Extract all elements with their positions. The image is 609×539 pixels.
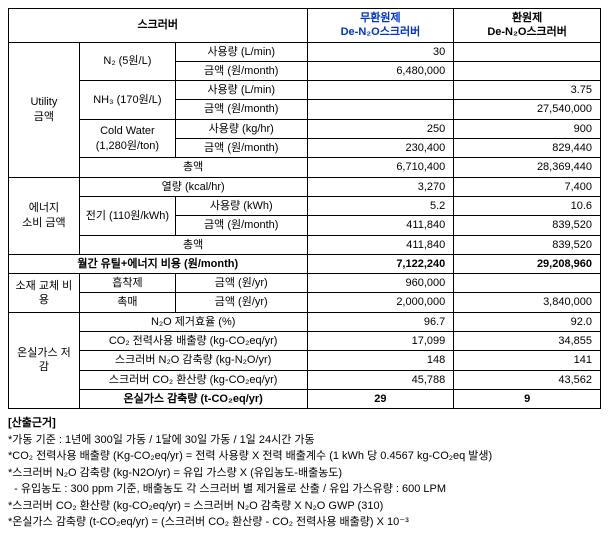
n2-cost-v2 xyxy=(454,61,601,80)
note-line-2: *CO₂ 전력사용 배출량 (Kg-CO₂eq/yr) = 전력 사용량 X 전… xyxy=(8,448,601,465)
ghg-row3-v2: 141 xyxy=(454,351,601,370)
ghg-row1-v2: 92.0 xyxy=(454,312,601,331)
ghg-section-label: 온실가스 저감 xyxy=(9,312,80,408)
nh3-usage-v2: 3.75 xyxy=(454,81,601,100)
elec-cost-v1: 411,840 xyxy=(307,216,454,235)
ghg-row5-v1: 29 xyxy=(307,389,454,408)
note-line-5: *스크러버 CO₂ 환산량 (kg-CO₂eq/yr) = 스크러버 N₂O 감… xyxy=(8,498,601,515)
ghg-row1-metric: N₂O 제거효율 (%) xyxy=(79,312,307,331)
utility-total-label: 총액 xyxy=(79,158,307,177)
heat-metric: 열량 (kcal/hr) xyxy=(79,177,307,196)
nh3-usage-v1 xyxy=(307,81,454,100)
ghg-row4-v1: 45,788 xyxy=(307,370,454,389)
elec-cost-v2: 839,520 xyxy=(454,216,601,235)
n2-usage-v1: 30 xyxy=(307,42,454,61)
ghg-row3-v1: 148 xyxy=(307,351,454,370)
heat-v1: 3,270 xyxy=(307,177,454,196)
nh3-usage-metric: 사용량 (L/min) xyxy=(175,81,307,100)
material-adsorbent-v1: 960,000 xyxy=(307,274,454,293)
heat-v2: 7,400 xyxy=(454,177,601,196)
ghg-row2-metric: CO₂ 전력사용 배출량 (kg-CO₂eq/yr) xyxy=(79,332,307,351)
nh3-cost-v2: 27,540,000 xyxy=(454,100,601,119)
header-col3-bot: De-N₂O스크러버 xyxy=(487,26,567,38)
calculation-basis-notes: [산출근거] *가동 기준 : 1년에 300일 가동 / 1달에 30일 가동… xyxy=(8,415,601,531)
monthly-v1: 7,122,240 xyxy=(307,254,454,273)
note-line-1: *가동 기준 : 1년에 300일 가동 / 1달에 30일 가동 / 1일 2… xyxy=(8,432,601,449)
elec-usage-metric: 사용량 (kWh) xyxy=(175,196,307,215)
header-col2-top: 무환원제 xyxy=(360,12,400,24)
material-adsorbent: 흡착제 xyxy=(79,274,175,293)
header-col3: 환원제 De-N₂O스크러버 xyxy=(454,9,601,43)
material-adsorbent-v2 xyxy=(454,274,601,293)
ghg-row4-v2: 43,562 xyxy=(454,370,601,389)
nh3-cost-metric: 금액 (원/month) xyxy=(175,100,307,119)
elec-usage-v1: 5.2 xyxy=(307,196,454,215)
elec-label: 전기 (110원/kWh) xyxy=(79,196,175,235)
monthly-label: 월간 유틸+에너지 비용 (원/month) xyxy=(9,254,308,273)
elec-usage-v2: 10.6 xyxy=(454,196,601,215)
n2-cost-v1: 6,480,000 xyxy=(307,61,454,80)
cw-usage-v1: 250 xyxy=(307,119,454,138)
material-catalyst-metric: 금액 (원/yr) xyxy=(175,293,307,312)
ghg-row1-v1: 96.7 xyxy=(307,312,454,331)
material-catalyst-v1: 2,000,000 xyxy=(307,293,454,312)
n2-label: N₂ (5원/L) xyxy=(79,42,175,81)
ghg-row5-v2: 9 xyxy=(454,389,601,408)
scrubber-comparison-table: 스크러버 무환원제 De-N₂O스크러버 환원제 De-N₂O스크러버 Util… xyxy=(8,8,601,409)
utility-total-v1: 6,710,400 xyxy=(307,158,454,177)
material-catalyst-v2: 3,840,000 xyxy=(454,293,601,312)
material-catalyst: 촉매 xyxy=(79,293,175,312)
material-section-label: 소재 교체 비용 xyxy=(9,274,80,313)
cw-usage-metric: 사용량 (kg/hr) xyxy=(175,119,307,138)
cw-cost-v2: 829,440 xyxy=(454,139,601,158)
utility-total-v2: 28,369,440 xyxy=(454,158,601,177)
ghg-row4-metric: 스크러버 CO₂ 환산량 (kg-CO₂eq/yr) xyxy=(79,370,307,389)
ghg-row5-metric: 온실가스 감축량 (t-CO₂eq/yr) xyxy=(79,389,307,408)
monthly-v2: 29,208,960 xyxy=(454,254,601,273)
cw-usage-v2: 900 xyxy=(454,119,601,138)
note-line-3: *스크러버 N₂O 감축량 (kg-N2O/yr) = 유입 가스량 X (유입… xyxy=(8,465,601,482)
note-line-6: *온실가스 감축량 (t-CO₂eq/yr) = (스크러버 CO₂ 환산량 -… xyxy=(8,514,601,531)
nh3-cost-v1 xyxy=(307,100,454,119)
energy-total-v2: 839,520 xyxy=(454,235,601,254)
n2-usage-metric: 사용량 (L/min) xyxy=(175,42,307,61)
header-col3-top: 환원제 xyxy=(512,12,542,24)
header-col2: 무환원제 De-N₂O스크러버 xyxy=(307,9,454,43)
notes-title: [산출근거] xyxy=(8,415,601,432)
elec-cost-metric: 금액 (원/month) xyxy=(175,216,307,235)
cw-cost-v1: 230,400 xyxy=(307,139,454,158)
note-line-4: - 유입농도 : 300 ppm 기준, 배출농도 각 스크러버 별 제거율로 … xyxy=(8,481,601,498)
cw-label: Cold Water (1,280원/ton) xyxy=(79,119,175,158)
energy-total-v1: 411,840 xyxy=(307,235,454,254)
ghg-row3-metric: 스크러버 N₂O 감축량 (kg-N₂O/yr) xyxy=(79,351,307,370)
n2-usage-v2 xyxy=(454,42,601,61)
energy-section-label: 에너지 소비 금액 xyxy=(9,177,80,254)
nh3-label: NH₃ (170원/L) xyxy=(79,81,175,120)
energy-total-label: 총액 xyxy=(79,235,307,254)
ghg-row2-v2: 34,855 xyxy=(454,332,601,351)
cw-cost-metric: 금액 (원/month) xyxy=(175,139,307,158)
header-col2-bot: De-N₂O스크러버 xyxy=(341,26,421,38)
material-adsorbent-metric: 금액 (원/yr) xyxy=(175,274,307,293)
ghg-row2-v1: 17,099 xyxy=(307,332,454,351)
n2-cost-metric: 금액 (원/month) xyxy=(175,61,307,80)
header-scrubber: 스크러버 xyxy=(9,9,308,43)
utility-section-label: Utility 금액 xyxy=(9,42,80,177)
